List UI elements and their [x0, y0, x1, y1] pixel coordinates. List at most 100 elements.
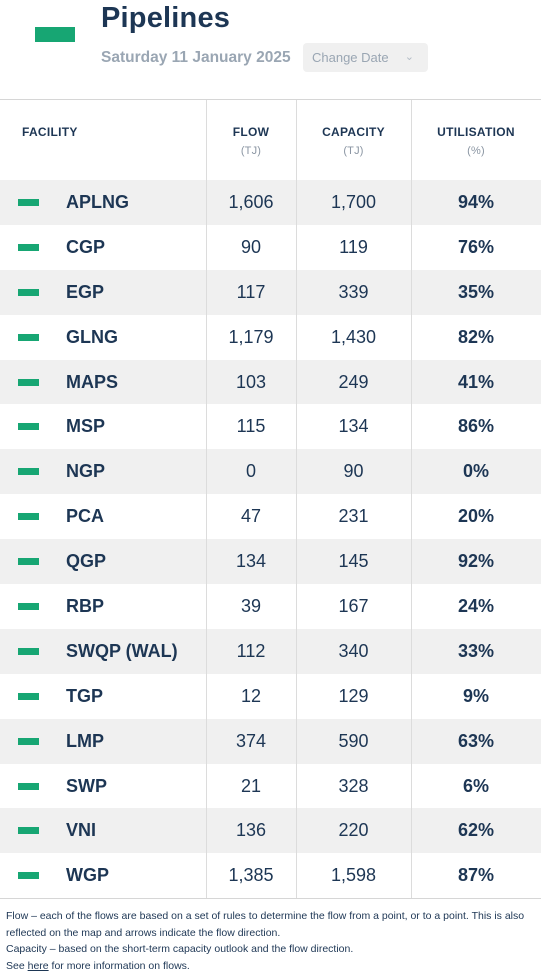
flows-info-link[interactable]: here [27, 959, 49, 972]
see-suffix: for more information on flows. [48, 959, 190, 972]
table-row: GLNG 1,179 1,430 82% [0, 315, 541, 360]
table-row: MAPS 103 249 41% [0, 359, 541, 405]
column-header-utilisation-label: UTILISATION [437, 125, 515, 139]
capacity-value: 339 [338, 281, 369, 302]
utilisation-value: 87% [457, 865, 495, 886]
column-header-capacity-label: CAPACITY [322, 125, 385, 139]
utilisation-value: 24% [457, 596, 495, 617]
pipeline-legend-marker [18, 737, 39, 745]
flow-value: 21 [240, 775, 262, 796]
facility-name: RBP [66, 596, 105, 617]
flow-value: 117 [236, 281, 266, 302]
capacity-value: 167 [338, 596, 369, 617]
flow-value: 0 [245, 461, 256, 482]
flow-value: 47 [240, 506, 262, 527]
more-info-footnote: See here for more information on flows. [6, 958, 536, 975]
flow-value: 374 [235, 730, 267, 751]
pipeline-legend-marker [18, 333, 39, 341]
table-row: NGP 0 90 0% [0, 449, 541, 495]
column-header-capacity: CAPACITY (TJ) [296, 125, 411, 157]
facility-name: TGP [66, 685, 104, 706]
capacity-value: 328 [338, 775, 369, 796]
facility-name: VNI [66, 820, 97, 841]
capacity-value: 119 [339, 236, 368, 257]
facility-name: LMP [66, 730, 104, 751]
utilisation-value: 33% [457, 640, 495, 661]
facility-name: APLNG [66, 192, 129, 212]
flow-value: 1,179 [228, 326, 274, 347]
facility-name: SWP [66, 775, 108, 796]
pipeline-legend-marker [18, 558, 39, 566]
flow-value: 115 [236, 416, 266, 437]
chevron-down-icon: ⌄ [404, 51, 414, 63]
table-bottom-divider [0, 898, 541, 899]
utilisation-value: 86% [457, 416, 495, 437]
flow-value: 1,606 [228, 192, 274, 212]
pipeline-legend-marker [18, 647, 39, 655]
flow-value: 134 [235, 551, 267, 572]
flow-value: 12 [240, 685, 262, 706]
utilisation-value: 35% [457, 281, 495, 302]
facility-name: SWQP (WAL) [66, 640, 178, 661]
table-row: QGP 134 145 92% [0, 539, 541, 585]
utilisation-value: 9% [462, 685, 489, 706]
column-header-flow-label: FLOW [232, 125, 270, 139]
facility-name: NGP [66, 461, 106, 482]
pipeline-legend-marker [18, 513, 39, 521]
capacity-value: 90 [343, 461, 364, 482]
utilisation-value: 62% [457, 820, 495, 841]
capacity-value: 340 [338, 640, 369, 661]
table-row: RBP 39 167 24% [0, 584, 541, 629]
pipeline-legend-marker [18, 872, 39, 880]
column-header-facility: FACILITY [22, 125, 78, 139]
facility-name: PCA [66, 506, 105, 527]
column-divider [411, 100, 412, 898]
capacity-value: 1,598 [330, 865, 377, 886]
pipeline-legend-marker [18, 782, 39, 790]
capacity-value: 1,430 [330, 326, 377, 347]
capacity-value: 249 [338, 371, 369, 392]
capacity-value: 590 [338, 730, 369, 751]
utilisation-value: 6% [462, 775, 489, 796]
capacity-value: 1,700 [330, 192, 377, 212]
flow-value: 39 [240, 596, 262, 617]
facility-name: MAPS [66, 371, 119, 392]
table-row: VNI 136 220 62% [0, 808, 541, 854]
table-row: APLNG 1,606 1,700 94% [0, 180, 541, 225]
change-date-dropdown[interactable]: Change Date ⌄ [303, 43, 428, 72]
change-date-label: Change Date [312, 50, 389, 65]
capacity-value: 145 [338, 551, 369, 572]
pipelines-table-body: APLNG 1,606 1,700 94% CGP 90 119 76% EGP 117 339 35… [0, 180, 541, 898]
table-top-divider [0, 99, 541, 100]
pipeline-legend-marker [18, 423, 39, 431]
current-date: Saturday 11 January 2025 [101, 49, 291, 66]
capacity-value: 231 [338, 506, 369, 527]
pipeline-legend-marker [18, 378, 39, 386]
flow-footnote: Flow – each of the flows are based on a … [6, 910, 525, 939]
table-row: SWP 21 328 6% [0, 764, 541, 809]
utilisation-value: 94% [457, 192, 495, 212]
column-header-utilisation-unit: (%) [467, 145, 485, 157]
pipeline-legend-marker [18, 603, 39, 611]
facility-name: EGP [66, 281, 105, 302]
flow-value: 112 [236, 640, 266, 661]
see-prefix: See [6, 959, 28, 972]
table-row: LMP 374 590 63% [0, 718, 541, 764]
utilisation-value: 41% [457, 371, 495, 392]
pipeline-legend-marker [18, 692, 39, 700]
facility-name: QGP [66, 551, 107, 572]
utilisation-value: 20% [457, 506, 495, 527]
table-row: EGP 117 339 35% [0, 269, 541, 315]
table-row: PCA 47 231 20% [0, 494, 541, 539]
flow-value: 103 [235, 371, 267, 392]
pipeline-legend-marker [18, 243, 39, 251]
footnotes: Flow – each of the flows are based on a … [6, 908, 536, 974]
column-header-capacity-unit: (TJ) [343, 145, 364, 157]
table-row: CGP 90 119 76% [0, 225, 541, 270]
pipeline-legend-marker [18, 288, 39, 296]
column-header-flow: FLOW (TJ) [206, 125, 296, 157]
utilisation-value: 63% [457, 730, 495, 751]
page-title: Pipelines [101, 2, 231, 34]
pipeline-legend-marker [18, 468, 39, 476]
table-row: MSP 115 134 86% [0, 404, 541, 449]
